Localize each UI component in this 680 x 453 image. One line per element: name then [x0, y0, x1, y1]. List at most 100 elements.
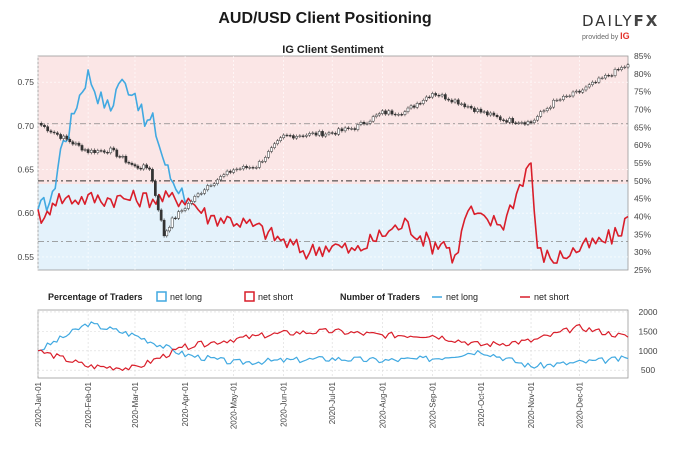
legend-pct-title: Percentage of Traders — [48, 292, 143, 302]
candle-body — [183, 208, 187, 211]
lower-tick-label: 1500 — [639, 326, 658, 336]
candle-body — [421, 99, 425, 104]
right-tick-label: 75% — [634, 87, 651, 97]
right-tick-label: 60% — [634, 140, 651, 150]
candle-body — [165, 230, 169, 237]
candle-body — [532, 119, 536, 123]
candle-body — [479, 108, 483, 113]
lower-line-net-short — [37, 324, 629, 371]
candle-body — [43, 124, 46, 127]
candle-body — [118, 156, 122, 158]
candle-body — [492, 112, 496, 116]
candle-body — [424, 96, 428, 101]
candle-body — [196, 193, 200, 197]
candle-body — [393, 113, 397, 116]
left-tick-label: 0.55 — [17, 252, 34, 262]
left-tick-label: 0.70 — [17, 121, 34, 131]
candle-body — [397, 114, 400, 116]
candle-body — [124, 155, 128, 163]
right-tick-label: 65% — [634, 122, 651, 132]
x-tick-label: 2020-Mar-01 — [131, 381, 140, 427]
sentiment-title: IG Client Sentiment — [282, 44, 384, 56]
candle-body — [368, 120, 372, 124]
candle-body — [476, 108, 480, 112]
candle-body — [350, 128, 353, 130]
lower-tick-label: 2000 — [639, 307, 658, 317]
candle-body — [186, 203, 190, 209]
chart-title: AUD/USD Client Positioning — [218, 10, 432, 27]
candle-body — [447, 98, 450, 101]
dailyfx-logo: DAILYFX provided by IG — [582, 12, 668, 41]
candle-body — [469, 106, 473, 109]
right-tick-label: 35% — [634, 229, 651, 239]
candle-body — [508, 118, 511, 123]
candle-body — [127, 162, 131, 164]
candle-body — [139, 168, 143, 170]
candle-body — [568, 95, 572, 98]
candle-body — [456, 99, 460, 105]
x-tick-label: 2020-Dec-01 — [576, 381, 585, 428]
candle-body — [238, 168, 242, 170]
right-tick-label: 80% — [634, 69, 651, 79]
legend-num-title: Number of Traders — [340, 292, 420, 302]
lower-y-axis: 500 1000 1500 2000 — [639, 307, 658, 375]
candle-body — [232, 169, 235, 173]
left-tick-label: 0.75 — [17, 77, 34, 87]
x-axis: 2020-Jan-01 2020-Feb-01 2020-Mar-01 2020-Ap… — [34, 381, 585, 429]
candle-body — [216, 179, 219, 184]
candle-body — [170, 217, 174, 228]
x-tick-label: 2020-Nov-01 — [527, 381, 536, 428]
x-tick-label: 2020-Jun-01 — [280, 381, 289, 426]
sentiment-line-net-short — [37, 162, 629, 264]
candle-body — [295, 136, 298, 139]
candle-body — [77, 142, 81, 146]
legend-pct-short-label: net short — [258, 292, 294, 302]
candle-body — [89, 149, 93, 153]
logo-daily: DAILY — [582, 12, 634, 30]
candle-body — [314, 132, 318, 136]
right-tick-label: 55% — [634, 158, 651, 168]
candle-body — [151, 168, 154, 182]
main-panel-frame — [37, 55, 629, 271]
candle-body — [267, 151, 270, 158]
candle-body — [324, 133, 328, 137]
candle-body — [359, 121, 363, 125]
candle-body — [59, 134, 62, 139]
candle-body — [330, 132, 334, 134]
candle-body — [343, 127, 347, 132]
candle-body — [308, 133, 311, 136]
right-tick-label: 70% — [634, 105, 651, 115]
candle-body — [437, 94, 441, 97]
candle-body — [264, 157, 267, 162]
candle-body — [206, 185, 210, 191]
candle-body — [584, 86, 588, 91]
candle-body — [371, 116, 375, 122]
candle-body — [616, 68, 620, 71]
candle-body — [565, 95, 568, 98]
candle-body — [209, 185, 213, 187]
candle-body — [600, 77, 604, 80]
candle-body — [607, 74, 610, 77]
candle-body — [463, 103, 467, 108]
candle-body — [558, 99, 562, 101]
candle-body — [486, 111, 489, 116]
candle-body — [317, 131, 321, 136]
candle-body — [106, 152, 109, 154]
candle-body — [304, 134, 308, 137]
candle-body — [604, 74, 607, 79]
candle-body — [523, 122, 527, 125]
candle-body — [74, 142, 78, 145]
candle-body — [260, 161, 264, 163]
candle-body — [400, 114, 404, 116]
candle-body — [545, 108, 549, 112]
candle-body — [270, 147, 273, 152]
left-tick-label: 0.65 — [17, 165, 34, 175]
right-tick-label: 50% — [634, 176, 651, 186]
candle-body — [301, 135, 305, 137]
candle-body — [514, 122, 518, 124]
candle-body — [177, 211, 180, 219]
candle-body — [574, 90, 578, 93]
candle-body — [520, 122, 524, 124]
candle-body — [542, 110, 546, 112]
reference-lines — [38, 123, 628, 242]
